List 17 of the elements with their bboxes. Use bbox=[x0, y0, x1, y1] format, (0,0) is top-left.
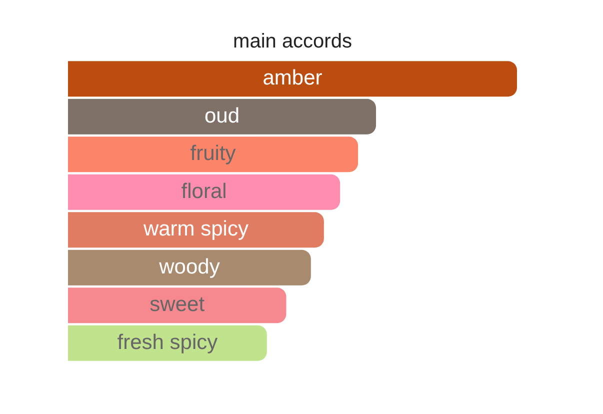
y-tick-label: fresh spicy bbox=[117, 330, 218, 354]
bar bbox=[68, 325, 267, 361]
bar bbox=[68, 288, 286, 324]
y-tick-label: oud bbox=[204, 104, 240, 128]
y-tick-label: amber bbox=[262, 66, 322, 90]
bar bbox=[68, 250, 311, 286]
bar bbox=[68, 61, 517, 97]
y-tick-label: fruity bbox=[190, 142, 236, 166]
y-tick-label: warm spicy bbox=[142, 218, 249, 241]
y-tick-label: sweet bbox=[150, 293, 205, 316]
y-tick-label: woody bbox=[158, 255, 220, 278]
y-tick-label: floral bbox=[181, 180, 227, 203]
chart-title: main accords bbox=[233, 30, 352, 53]
bar bbox=[68, 98, 376, 134]
bar bbox=[68, 136, 358, 172]
bar bbox=[68, 212, 324, 248]
bar bbox=[68, 174, 340, 210]
